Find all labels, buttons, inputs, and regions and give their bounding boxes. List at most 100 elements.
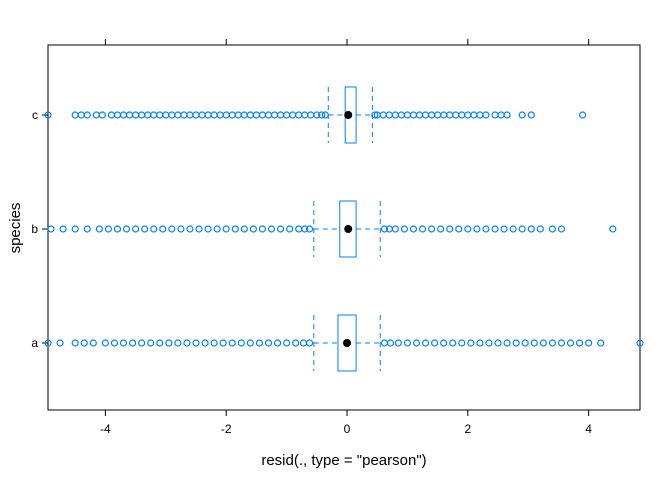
box-iqr (337, 314, 357, 372)
y-tick-label: b (31, 222, 38, 236)
outlier-point (159, 225, 167, 233)
x-tick-label: -4 (100, 422, 111, 436)
outlier-point (255, 339, 264, 347)
outlier-point (575, 339, 584, 347)
outlier-point (228, 111, 236, 119)
outlier-point (289, 111, 297, 119)
outlier-point (177, 225, 185, 233)
outlier-point (503, 339, 511, 347)
outlier-point (482, 225, 490, 233)
outlier-point (264, 111, 273, 119)
outlier-point (380, 225, 389, 233)
outlier-point (305, 339, 314, 347)
outlier-point (150, 225, 158, 233)
outlier-point (258, 225, 267, 233)
outlier-point (119, 339, 128, 347)
outlier-point (585, 339, 593, 347)
outlier-point (391, 225, 399, 233)
outlier-point (237, 339, 245, 347)
outlier-point (485, 339, 493, 347)
outlier-point (168, 111, 176, 119)
left-axis: c b a (31, 108, 48, 350)
outlier-point (113, 111, 122, 119)
outlier-point (125, 111, 134, 119)
outlier-point (305, 225, 314, 233)
outlier-point (267, 225, 276, 233)
outlier-point (539, 339, 547, 347)
outlier-point (446, 225, 454, 233)
outlier-point (216, 111, 224, 119)
outlier-point (437, 225, 445, 233)
outlier-point (497, 111, 505, 119)
outlier-point (156, 339, 164, 347)
outlier-point (44, 339, 52, 347)
outlier-point (71, 225, 79, 233)
x-axis-label: resid(., type = "pearson") (261, 452, 426, 469)
outlier-point (434, 111, 442, 119)
outlier-point (131, 225, 140, 233)
outlier-point (174, 111, 182, 119)
outlier-point (301, 111, 309, 119)
outlier-point (394, 339, 402, 347)
outlier-point (183, 339, 191, 347)
outlier-point (503, 111, 511, 119)
outlier-point (418, 225, 427, 233)
median-dot (344, 111, 353, 119)
outlier-point (195, 225, 203, 233)
outlier-point (527, 225, 535, 233)
outlier-point (222, 225, 230, 233)
y-tick-label: a (31, 336, 38, 350)
outlier-point (421, 111, 430, 119)
outlier-point (56, 339, 64, 347)
outlier-point (83, 111, 91, 119)
outlier-point (249, 225, 257, 233)
outlier-point (295, 225, 303, 233)
outlier-point (174, 339, 182, 347)
outlier-point (440, 111, 448, 119)
x-tick-label: 4 (585, 422, 592, 436)
outlier-point (283, 339, 291, 347)
y-tick-label: c (32, 108, 38, 122)
outlier-point (138, 111, 146, 119)
outlier-point (440, 339, 448, 347)
outlier-point (427, 111, 436, 119)
outlier-point (286, 225, 294, 233)
outlier-point (431, 339, 439, 347)
outlier-point (473, 225, 481, 233)
outlier-point (409, 225, 418, 233)
outlier-point (240, 225, 248, 233)
outlier-point (150, 111, 158, 119)
outlier-point (530, 339, 538, 347)
outlier-point (313, 111, 321, 119)
outlier-point (301, 225, 309, 233)
outlier-point (494, 339, 502, 347)
outlier-point (295, 111, 303, 119)
outlier-point (397, 111, 405, 119)
outlier-point (186, 225, 194, 233)
outlier-point (219, 339, 227, 347)
outlier-point (222, 111, 230, 119)
outlier-point (609, 225, 617, 233)
top-axis-ticks (104, 39, 590, 45)
outlier-point (458, 339, 466, 347)
outlier-point (464, 111, 472, 119)
outlier-point (449, 339, 457, 347)
outlier-point (138, 339, 146, 347)
outlier-point (421, 339, 430, 347)
outlier-point (89, 339, 97, 347)
outlier-point (276, 225, 285, 233)
outlier-point (165, 339, 173, 347)
plot-panel (47, 44, 641, 411)
outlier-point (403, 111, 412, 119)
outlier-point (518, 111, 526, 119)
outlier-point (476, 111, 484, 119)
outlier-point (168, 225, 176, 233)
box-group-a (44, 314, 644, 372)
outlier-point (98, 111, 106, 119)
outlier-point (403, 339, 412, 347)
outlier-point (258, 111, 267, 119)
outlier-point (44, 111, 52, 119)
outlier-point (464, 225, 472, 233)
outlier-point (579, 111, 587, 119)
